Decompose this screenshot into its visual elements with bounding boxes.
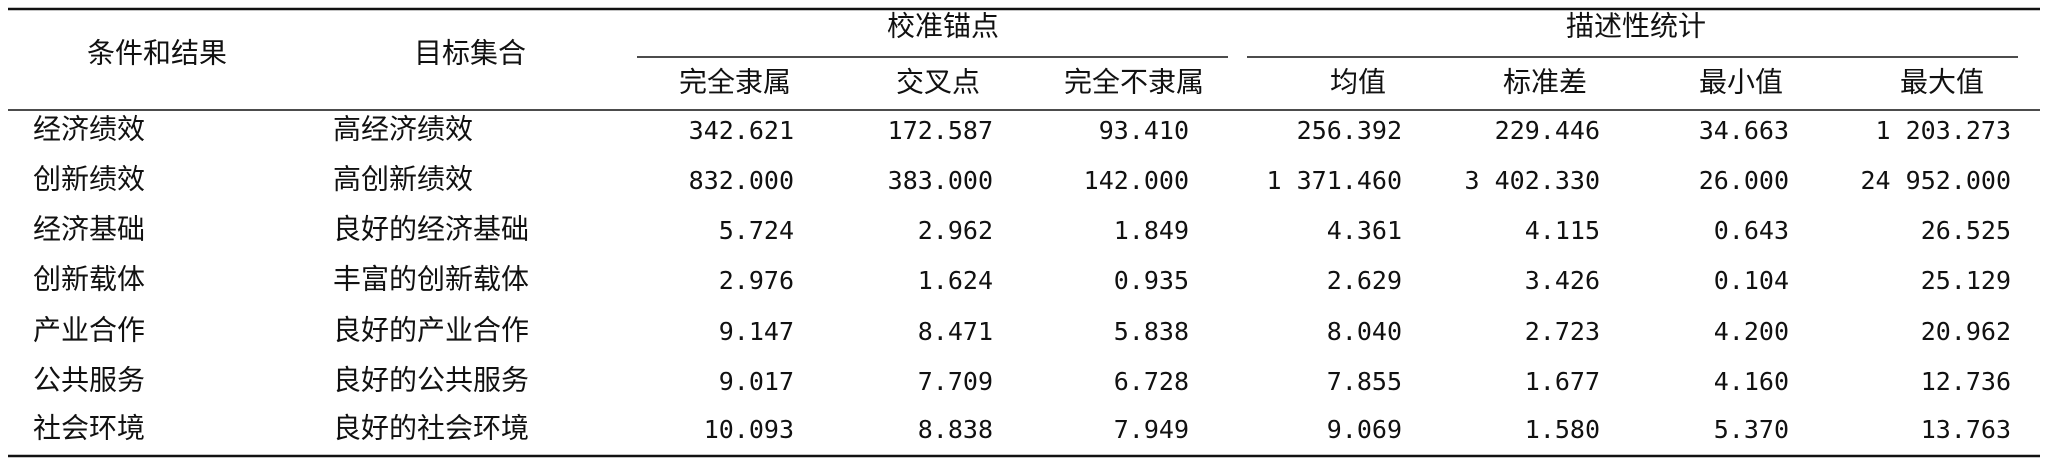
column-header: 交叉点 <box>896 66 980 98</box>
cell-value: 25.129 <box>1921 266 2011 295</box>
column-header: 最小值 <box>1699 66 1783 98</box>
cell-value: 0.935 <box>1114 266 1189 295</box>
group-header: 校准锚点 <box>887 10 999 42</box>
cell-value: 0.643 <box>1714 216 1789 245</box>
cell-value: 2.723 <box>1525 317 1600 346</box>
cell-value: 20.962 <box>1921 317 2011 346</box>
cell-value: 13.763 <box>1921 415 2011 444</box>
column-header: 完全不隶属 <box>1064 66 1204 98</box>
column-header: 标准差 <box>1503 66 1587 98</box>
cell-value: 832.000 <box>689 166 794 195</box>
cell-value: 1 371.460 <box>1267 166 1402 195</box>
target-set: 丰富的创新载体 <box>333 263 529 295</box>
cell-value: 2.976 <box>719 266 794 295</box>
cell-value: 24 952.000 <box>1860 166 2011 195</box>
cell-value: 1.677 <box>1525 367 1600 396</box>
row-label: 创新载体 <box>33 263 145 295</box>
cell-value: 26.525 <box>1921 216 2011 245</box>
cell-value: 383.000 <box>888 166 993 195</box>
cell-value: 8.471 <box>918 317 993 346</box>
target-set: 良好的经济基础 <box>333 213 529 245</box>
cell-value: 34.663 <box>1699 116 1789 145</box>
cell-value: 10.093 <box>704 415 794 444</box>
cell-value: 0.104 <box>1714 266 1789 295</box>
cell-value: 229.446 <box>1495 116 1600 145</box>
target-set: 高经济绩效 <box>333 113 473 145</box>
cell-value: 4.160 <box>1714 367 1789 396</box>
row-label: 创新绩效 <box>33 163 145 195</box>
cell-value: 2.962 <box>918 216 993 245</box>
cell-value: 1.849 <box>1114 216 1189 245</box>
header-cell: 条件和结果 <box>87 37 227 69</box>
cell-value: 9.147 <box>719 317 794 346</box>
cell-value: 4.361 <box>1327 216 1402 245</box>
row-label: 经济绩效 <box>33 113 145 145</box>
header-cell: 目标集合 <box>414 37 526 69</box>
row-label: 产业合作 <box>33 314 145 346</box>
row-label: 经济基础 <box>33 213 145 245</box>
column-header: 完全隶属 <box>679 66 791 98</box>
cell-value: 2.629 <box>1327 266 1402 295</box>
cell-value: 93.410 <box>1099 116 1189 145</box>
cell-value: 1.624 <box>918 266 993 295</box>
target-set: 良好的社会环境 <box>333 412 529 444</box>
cell-value: 1.580 <box>1525 415 1600 444</box>
cell-value: 1 203.273 <box>1876 116 2011 145</box>
cell-value: 5.370 <box>1714 415 1789 444</box>
target-set: 良好的公共服务 <box>333 364 529 396</box>
column-header: 均值 <box>1330 66 1386 98</box>
group-header: 描述性统计 <box>1566 10 1706 42</box>
cell-value: 4.200 <box>1714 317 1789 346</box>
cell-value: 142.000 <box>1084 166 1189 195</box>
cell-value: 7.949 <box>1114 415 1189 444</box>
cell-value: 256.392 <box>1297 116 1402 145</box>
cell-value: 7.855 <box>1327 367 1402 396</box>
cell-value: 9.069 <box>1327 415 1402 444</box>
cell-value: 3.426 <box>1525 266 1600 295</box>
cell-value: 9.017 <box>719 367 794 396</box>
cell-value: 8.838 <box>918 415 993 444</box>
column-header: 最大值 <box>1900 66 1984 98</box>
cell-value: 172.587 <box>888 116 993 145</box>
target-set: 良好的产业合作 <box>333 314 529 346</box>
cell-value: 7.709 <box>918 367 993 396</box>
row-label: 社会环境 <box>33 412 145 444</box>
cell-value: 5.838 <box>1114 317 1189 346</box>
row-label: 公共服务 <box>33 364 145 396</box>
target-set: 高创新绩效 <box>333 163 473 195</box>
cell-value: 12.736 <box>1921 367 2011 396</box>
cell-value: 6.728 <box>1114 367 1189 396</box>
cell-value: 3 402.330 <box>1465 166 1600 195</box>
cell-value: 26.000 <box>1699 166 1789 195</box>
cell-value: 4.115 <box>1525 216 1600 245</box>
cell-value: 8.040 <box>1327 317 1402 346</box>
cell-value: 5.724 <box>719 216 794 245</box>
cell-value: 342.621 <box>689 116 794 145</box>
